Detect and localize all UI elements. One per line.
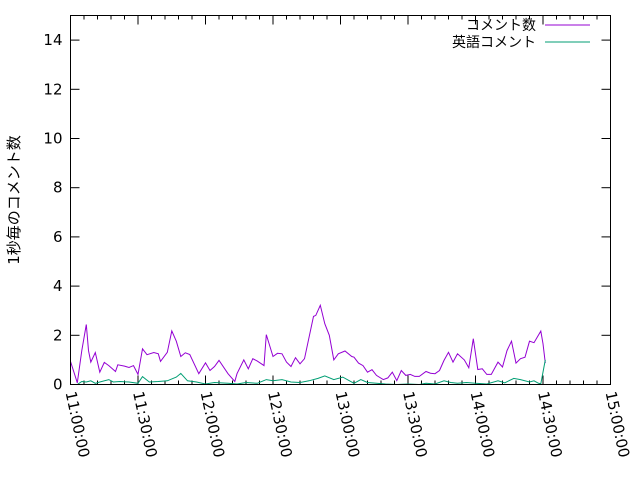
y-tick-label: 14	[43, 31, 62, 49]
x-tick-label: 15:00:00	[602, 390, 634, 460]
x-tick-label: 12:00:00	[197, 390, 229, 460]
y-tick-label: 4	[53, 277, 63, 295]
y-tick-label: 2	[53, 326, 63, 344]
y-axis-label: 1秒毎のコメント数	[5, 135, 23, 265]
y-tick-label: 6	[53, 228, 63, 246]
y-tick-label: 12	[43, 80, 62, 98]
x-tick-label: 11:30:00	[129, 390, 161, 460]
x-tick-label: 13:00:00	[332, 390, 364, 460]
x-tick-label: 13:30:00	[399, 390, 431, 460]
axis-ticks: 0 2 4 6 8 10 12 14 11:00:00 11:30:00 12:00:00 12:30…	[43, 15, 634, 460]
x-tick-label: 14:30:00	[534, 390, 566, 460]
x-tick-label: 11:00:00	[62, 390, 94, 460]
y-tick-label: 10	[43, 130, 62, 148]
plot-border	[70, 15, 611, 385]
y-tick-label: 8	[53, 179, 63, 197]
series-line-0	[70, 303, 546, 383]
y-tick-label: 0	[53, 376, 63, 394]
legend-label: コメント数	[466, 18, 536, 34]
x-tick-label: 12:30:00	[264, 390, 296, 460]
series-line-1	[70, 359, 546, 386]
series-lines	[70, 303, 546, 386]
x-tick-label: 14:00:00	[467, 390, 499, 460]
legend-label: 英語コメント	[452, 34, 536, 51]
